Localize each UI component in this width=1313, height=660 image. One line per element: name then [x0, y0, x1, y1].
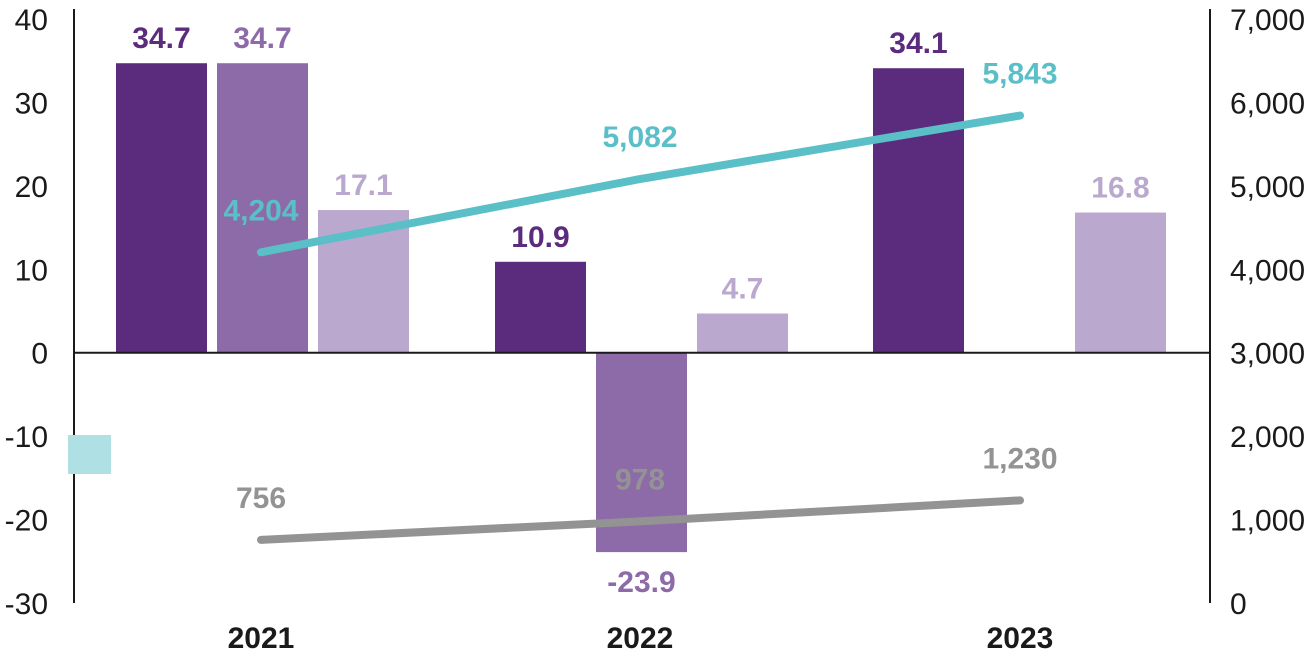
- bar: [217, 63, 308, 353]
- left-tick-label: -30: [5, 588, 48, 621]
- category-label: 2022: [607, 622, 674, 655]
- bar-data-label: 10.9: [511, 221, 569, 254]
- right-tick-label: 7,000: [1230, 4, 1305, 37]
- right-tick-label: 0: [1230, 588, 1247, 621]
- right-tick-label: 5,000: [1230, 171, 1305, 204]
- line-data-label: 4,204: [223, 194, 298, 227]
- right-tick-label: 6,000: [1230, 87, 1305, 120]
- line-data-label: 5,843: [982, 58, 1057, 91]
- left-tick-label: -20: [5, 505, 48, 538]
- right-tick-label: 3,000: [1230, 338, 1305, 371]
- right-tick-label: 2,000: [1230, 421, 1305, 454]
- left-tick-label: 40: [15, 4, 48, 37]
- legend-swatch: [68, 435, 111, 474]
- bar-data-label: 34.1: [889, 27, 947, 60]
- line-data-label: 756: [236, 482, 286, 515]
- bar: [116, 63, 207, 353]
- right-tick-label: 1,000: [1230, 505, 1305, 538]
- category-label: 2021: [228, 622, 295, 655]
- line-data-label: 1,230: [982, 442, 1057, 475]
- legend: [68, 435, 111, 474]
- right-tick-label: 4,000: [1230, 254, 1305, 287]
- left-tick-label: -10: [5, 421, 48, 454]
- left-axis-ticks: 40 30 20 10 0 -10 -20 -30: [5, 4, 48, 621]
- series-line: [257, 111, 1024, 257]
- bar-data-label: -23.9: [607, 566, 675, 599]
- bar-data-label: 4.7: [722, 273, 764, 306]
- line-series: [257, 111, 1024, 544]
- series-line: [257, 496, 1024, 544]
- bar: [495, 261, 586, 353]
- bar-data-label: 34.7: [132, 22, 190, 55]
- right-axis-ticks: 7,000 6,000 5,000 4,000 3,000 2,000 1,000 0: [1230, 4, 1305, 621]
- left-tick-label: 30: [15, 87, 48, 120]
- left-tick-label: 10: [15, 254, 48, 287]
- left-tick-label: 0: [31, 338, 48, 371]
- bar-data-label: 34.7: [233, 22, 291, 55]
- bar: [1075, 212, 1166, 353]
- category-labels: 2021 2022 2023: [228, 622, 1054, 655]
- line-data-label: 978: [615, 463, 665, 496]
- data-labels: 34.7 10.9 34.1 34.7 -23.9 17.1 4.7 16.8 4,204 5,0…: [132, 22, 1149, 599]
- axis-lines: [73, 9, 1211, 603]
- bar-data-label: 17.1: [334, 169, 392, 202]
- bar-data-label: 16.8: [1091, 172, 1149, 205]
- bar: [873, 68, 964, 353]
- left-tick-label: 20: [15, 171, 48, 204]
- category-label: 2023: [987, 622, 1054, 655]
- line-data-label: 5,082: [602, 121, 677, 154]
- bar: [697, 313, 788, 353]
